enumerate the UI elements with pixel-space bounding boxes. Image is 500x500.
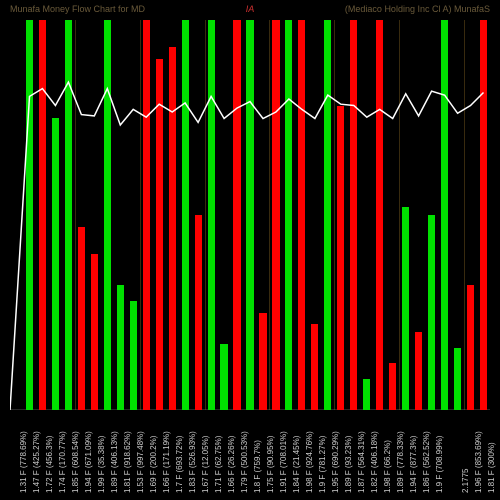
- x-axis-label: 1.91 F (708.01%): [279, 431, 288, 493]
- x-axis-label: 1.9 F (708.99%): [435, 436, 444, 493]
- bar: [246, 20, 253, 410]
- bar: [324, 20, 331, 410]
- money-flow-chart: [10, 0, 490, 410]
- bar: [298, 20, 305, 410]
- bar: [208, 20, 215, 410]
- x-axis-label: 1.72 F (456.3%): [45, 436, 54, 493]
- x-axis-label: 1.99 F (35.38%): [97, 436, 106, 493]
- bar: [143, 20, 150, 410]
- x-axis-label: 2.1775: [461, 469, 470, 493]
- x-axis-label: 1.86 F (562.52%): [422, 431, 431, 493]
- x-axis-label: 1.31 F (778.69%): [19, 431, 28, 493]
- x-axis-label: 1.95 F (690.29%): [331, 431, 340, 493]
- bar: [454, 348, 461, 410]
- header-left: Munafa Money Flow Chart for MD: [10, 4, 145, 14]
- gridline: [140, 20, 141, 410]
- gridline: [205, 20, 206, 410]
- x-axis-label: 1.83 F (526.93%): [188, 431, 197, 493]
- x-axis-label: 1.69 F (200.2%): [149, 436, 158, 493]
- x-axis-label: 1.84 F (21.45%): [292, 436, 301, 493]
- gridline: [75, 20, 76, 410]
- bar: [402, 207, 409, 410]
- x-axis-label: 1.98 F (924.76%): [305, 431, 314, 493]
- bar: [415, 332, 422, 410]
- x-axis-label: 1.74 F (170.77%): [58, 431, 67, 493]
- bar: [195, 215, 202, 410]
- bar: [117, 285, 124, 410]
- bar: [337, 106, 344, 410]
- x-axis-label: 1.89 F (93.23%): [344, 436, 353, 493]
- x-axis-label: 1.82 F (406.18%): [370, 431, 379, 493]
- x-axis-label: 1.66 F (26.26%): [227, 436, 236, 493]
- bar: [78, 227, 85, 410]
- x-axis-labels: 1.31 F (778.69%) 1.47 F (425.27%) 1.72 F (…: [10, 413, 490, 498]
- x-axis-label: 1.66 F (171.19%): [162, 431, 171, 493]
- x-axis-label: 1.94 F (877.3%): [409, 436, 418, 493]
- bar: [350, 20, 357, 410]
- x-axis-label: 1.71 F (62.75%): [214, 436, 223, 493]
- x-axis-label: 1.94 F (671.09%): [84, 431, 93, 493]
- bar: [480, 20, 487, 410]
- gridline: [399, 20, 400, 410]
- bar: [259, 313, 266, 411]
- gridline: [269, 20, 270, 410]
- bar: [182, 20, 189, 410]
- x-axis-label: 1.47 F (425.27%): [32, 431, 41, 493]
- bar: [272, 20, 279, 410]
- bar: [441, 20, 448, 410]
- x-axis-label: 1.96 F (853.69%): [474, 431, 483, 493]
- chart-header: Munafa Money Flow Chart for MD IA (Media…: [10, 4, 490, 20]
- bar: [428, 215, 435, 410]
- x-axis-label: 1.75 F (90.95%): [266, 436, 275, 493]
- gridline: [464, 20, 465, 410]
- x-axis-label: 1.8 F (759.7%): [253, 440, 262, 493]
- bar: [285, 20, 292, 410]
- bar: [104, 20, 111, 410]
- bar: [467, 285, 474, 410]
- x-axis-label: 1.85 F (608.54%): [71, 431, 80, 493]
- bar: [376, 20, 383, 410]
- x-axis-label: 1.89 F (406.13%): [110, 431, 119, 493]
- bar: [311, 324, 318, 410]
- bar: [363, 379, 370, 410]
- bar: [52, 118, 59, 411]
- header-center: IA: [246, 4, 255, 14]
- header-right: (Mediaco Holding Inc Cl A) MunafaS: [345, 4, 490, 14]
- x-axis-label: 1.87 F (564.31%): [357, 431, 366, 493]
- x-axis-label: 1.67 F (12.05%): [201, 436, 210, 493]
- bar: [220, 344, 227, 410]
- bar: [156, 59, 163, 410]
- bar: [39, 20, 46, 410]
- x-axis-label: 1.7 F (693.72%): [175, 436, 184, 493]
- bar: [389, 363, 396, 410]
- bar: [65, 20, 72, 410]
- bar: [169, 47, 176, 410]
- x-axis-label: 1.81 F (918.62%): [123, 431, 132, 493]
- x-axis-label: 1.81 F (300%): [487, 442, 496, 493]
- gridline: [334, 20, 335, 410]
- bar: [233, 20, 240, 410]
- x-axis-label: 1.9 F (781.27%): [318, 436, 327, 493]
- bar: [26, 20, 33, 410]
- x-axis-label: 1.98 F (66.2%): [383, 440, 392, 493]
- x-axis-label: 1.53 F (997.48%): [136, 431, 145, 493]
- x-axis-label: 1.89 F (778.33%): [396, 431, 405, 493]
- bar: [91, 254, 98, 410]
- x-axis-label: 1.79 F (500.53%): [240, 431, 249, 493]
- bar: [130, 301, 137, 410]
